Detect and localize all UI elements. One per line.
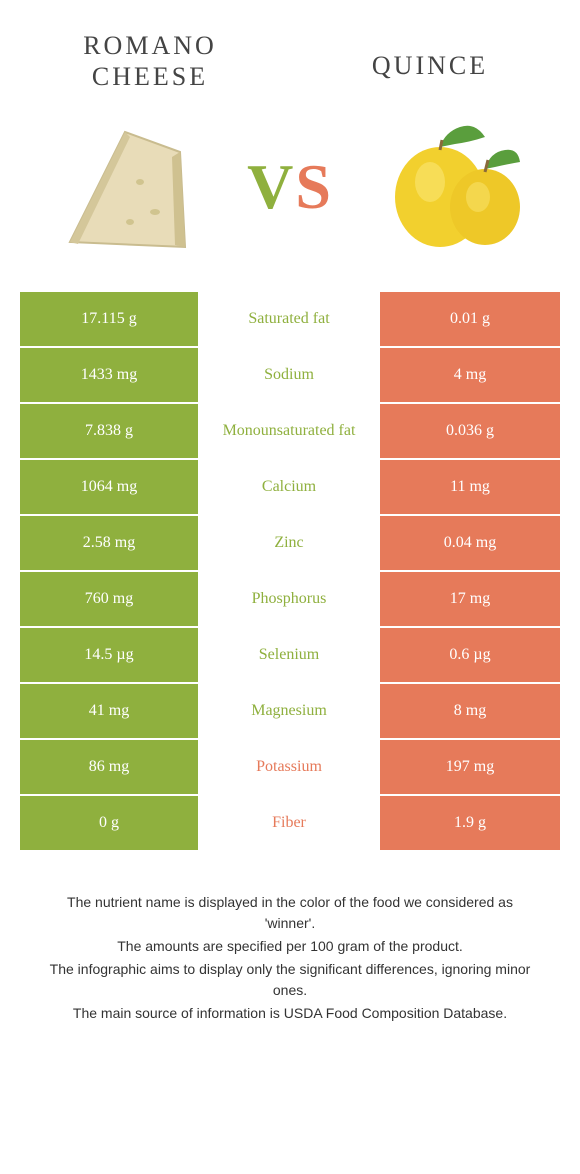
- nutrient-label: Sodium: [200, 348, 380, 404]
- footer-line-2: The amounts are specified per 100 gram o…: [40, 936, 540, 957]
- table-row: 17.115 gSaturated fat0.01 g: [20, 292, 560, 348]
- nutrient-label: Potassium: [200, 740, 380, 796]
- table-row: 2.58 mgZinc0.04 mg: [20, 516, 560, 572]
- nutrient-label: Monounsaturated fat: [200, 404, 380, 460]
- nutrient-label: Fiber: [200, 796, 380, 852]
- images-row: VS: [0, 102, 580, 292]
- right-value: 0.6 µg: [380, 628, 560, 684]
- vs-label: VS: [247, 150, 333, 224]
- left-value: 1433 mg: [20, 348, 200, 404]
- left-value: 0 g: [20, 796, 200, 852]
- table-row: 86 mgPotassium197 mg: [20, 740, 560, 796]
- table-row: 1064 mgCalcium11 mg: [20, 460, 560, 516]
- left-value: 7.838 g: [20, 404, 200, 460]
- right-value: 1.9 g: [380, 796, 560, 852]
- nutrient-label: Saturated fat: [200, 292, 380, 348]
- nutrient-label: Magnesium: [200, 684, 380, 740]
- right-food-title: Quince: [330, 50, 530, 81]
- right-value: 0.036 g: [380, 404, 560, 460]
- nutrient-table: 17.115 gSaturated fat0.01 g1433 mgSodium…: [20, 292, 560, 852]
- nutrient-label: Zinc: [200, 516, 380, 572]
- right-value: 0.04 mg: [380, 516, 560, 572]
- footer-notes: The nutrient name is displayed in the co…: [40, 892, 540, 1024]
- left-value: 14.5 µg: [20, 628, 200, 684]
- table-row: 760 mgPhosphorus17 mg: [20, 572, 560, 628]
- left-value: 86 mg: [20, 740, 200, 796]
- footer-line-1: The nutrient name is displayed in the co…: [40, 892, 540, 934]
- nutrient-label: Calcium: [200, 460, 380, 516]
- left-value: 2.58 mg: [20, 516, 200, 572]
- cheese-icon: [40, 102, 210, 272]
- header: Romano cheese Quince: [0, 0, 580, 102]
- right-value: 4 mg: [380, 348, 560, 404]
- left-value: 760 mg: [20, 572, 200, 628]
- left-food-title: Romano cheese: [50, 30, 250, 92]
- left-value: 41 mg: [20, 684, 200, 740]
- table-row: 41 mgMagnesium8 mg: [20, 684, 560, 740]
- table-row: 1433 mgSodium4 mg: [20, 348, 560, 404]
- left-value: 17.115 g: [20, 292, 200, 348]
- left-value: 1064 mg: [20, 460, 200, 516]
- nutrient-label: Phosphorus: [200, 572, 380, 628]
- footer-line-4: The main source of information is USDA F…: [40, 1003, 540, 1024]
- footer-line-3: The infographic aims to display only the…: [40, 959, 540, 1001]
- right-value: 17 mg: [380, 572, 560, 628]
- table-row: 0 gFiber1.9 g: [20, 796, 560, 852]
- right-value: 8 mg: [380, 684, 560, 740]
- table-row: 7.838 gMonounsaturated fat0.036 g: [20, 404, 560, 460]
- right-value: 0.01 g: [380, 292, 560, 348]
- nutrient-label: Selenium: [200, 628, 380, 684]
- vs-v-letter: V: [247, 151, 295, 222]
- table-row: 14.5 µgSelenium0.6 µg: [20, 628, 560, 684]
- vs-s-letter: S: [295, 151, 333, 222]
- right-value: 11 mg: [380, 460, 560, 516]
- right-value: 197 mg: [380, 740, 560, 796]
- quince-icon: [370, 102, 540, 272]
